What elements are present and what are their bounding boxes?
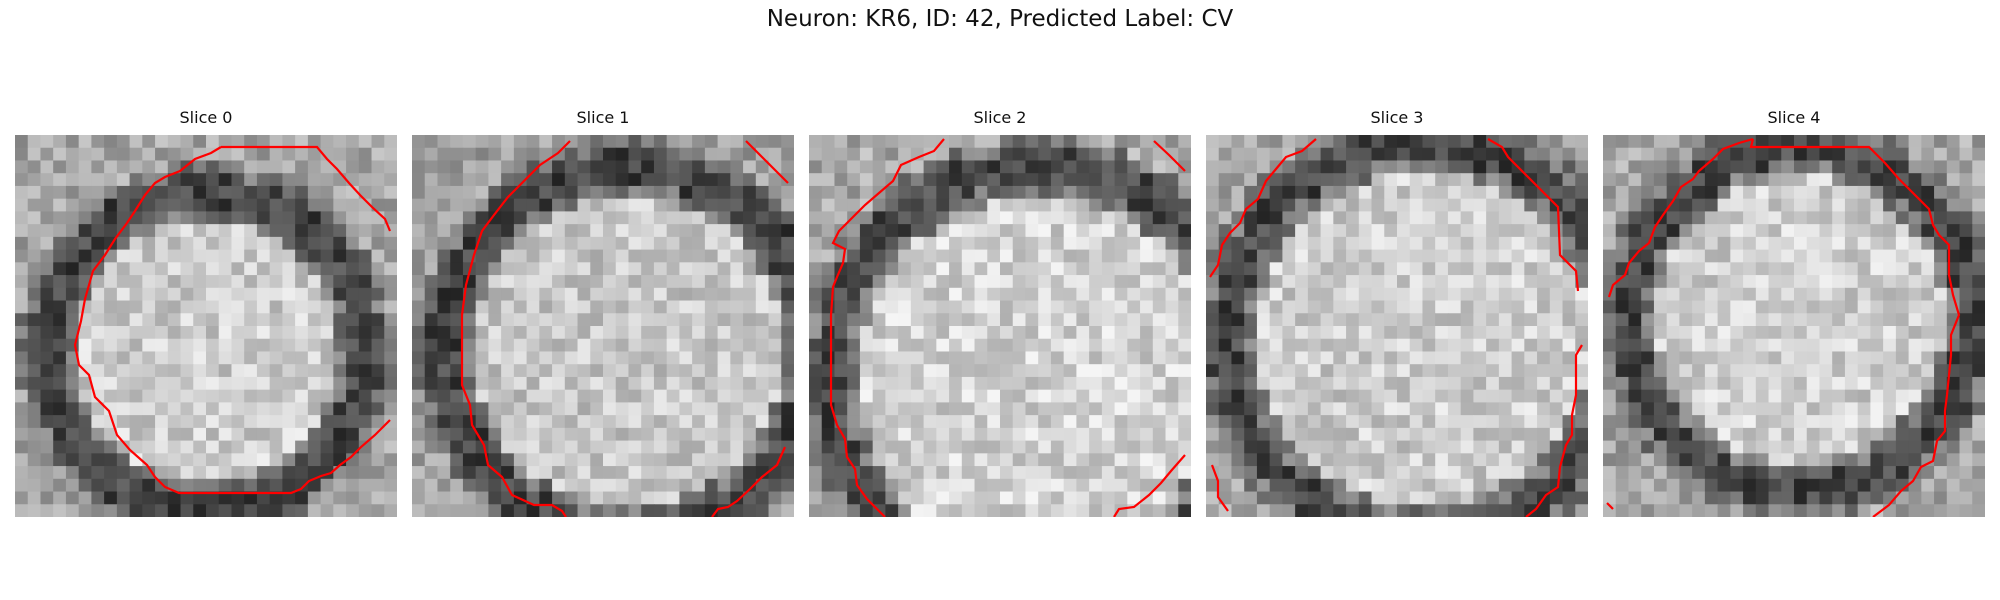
slice-3-title: Slice 3: [1370, 108, 1424, 127]
slice-2-canvas: [809, 135, 1191, 517]
slice-3-contour: [1209, 138, 1583, 517]
slice-3-image: [1206, 135, 1588, 517]
slice-3-canvas: [1206, 135, 1588, 517]
slice-1-title: Slice 1: [576, 108, 630, 127]
slice-0-title: Slice 0: [179, 108, 233, 127]
slice-0-image: [15, 135, 397, 517]
slice-2-image: [809, 135, 1191, 517]
slice-0-canvas: [15, 135, 397, 517]
slice-0-contour: [73, 145, 392, 495]
slice-1-canvas: [412, 135, 794, 517]
slice-1-image: [412, 135, 794, 517]
slice-2-title: Slice 2: [973, 108, 1027, 127]
slice-4-image: [1603, 135, 1985, 517]
slice-4-contour: [1606, 137, 1961, 517]
slice-2-contour: [829, 138, 1186, 517]
slice-1-contour: [460, 140, 789, 517]
slice-4-canvas: [1603, 135, 1985, 517]
slice-4-title: Slice 4: [1767, 108, 1821, 127]
figure-title: Neuron: KR6, ID: 42, Predicted Label: CV: [766, 6, 1234, 32]
